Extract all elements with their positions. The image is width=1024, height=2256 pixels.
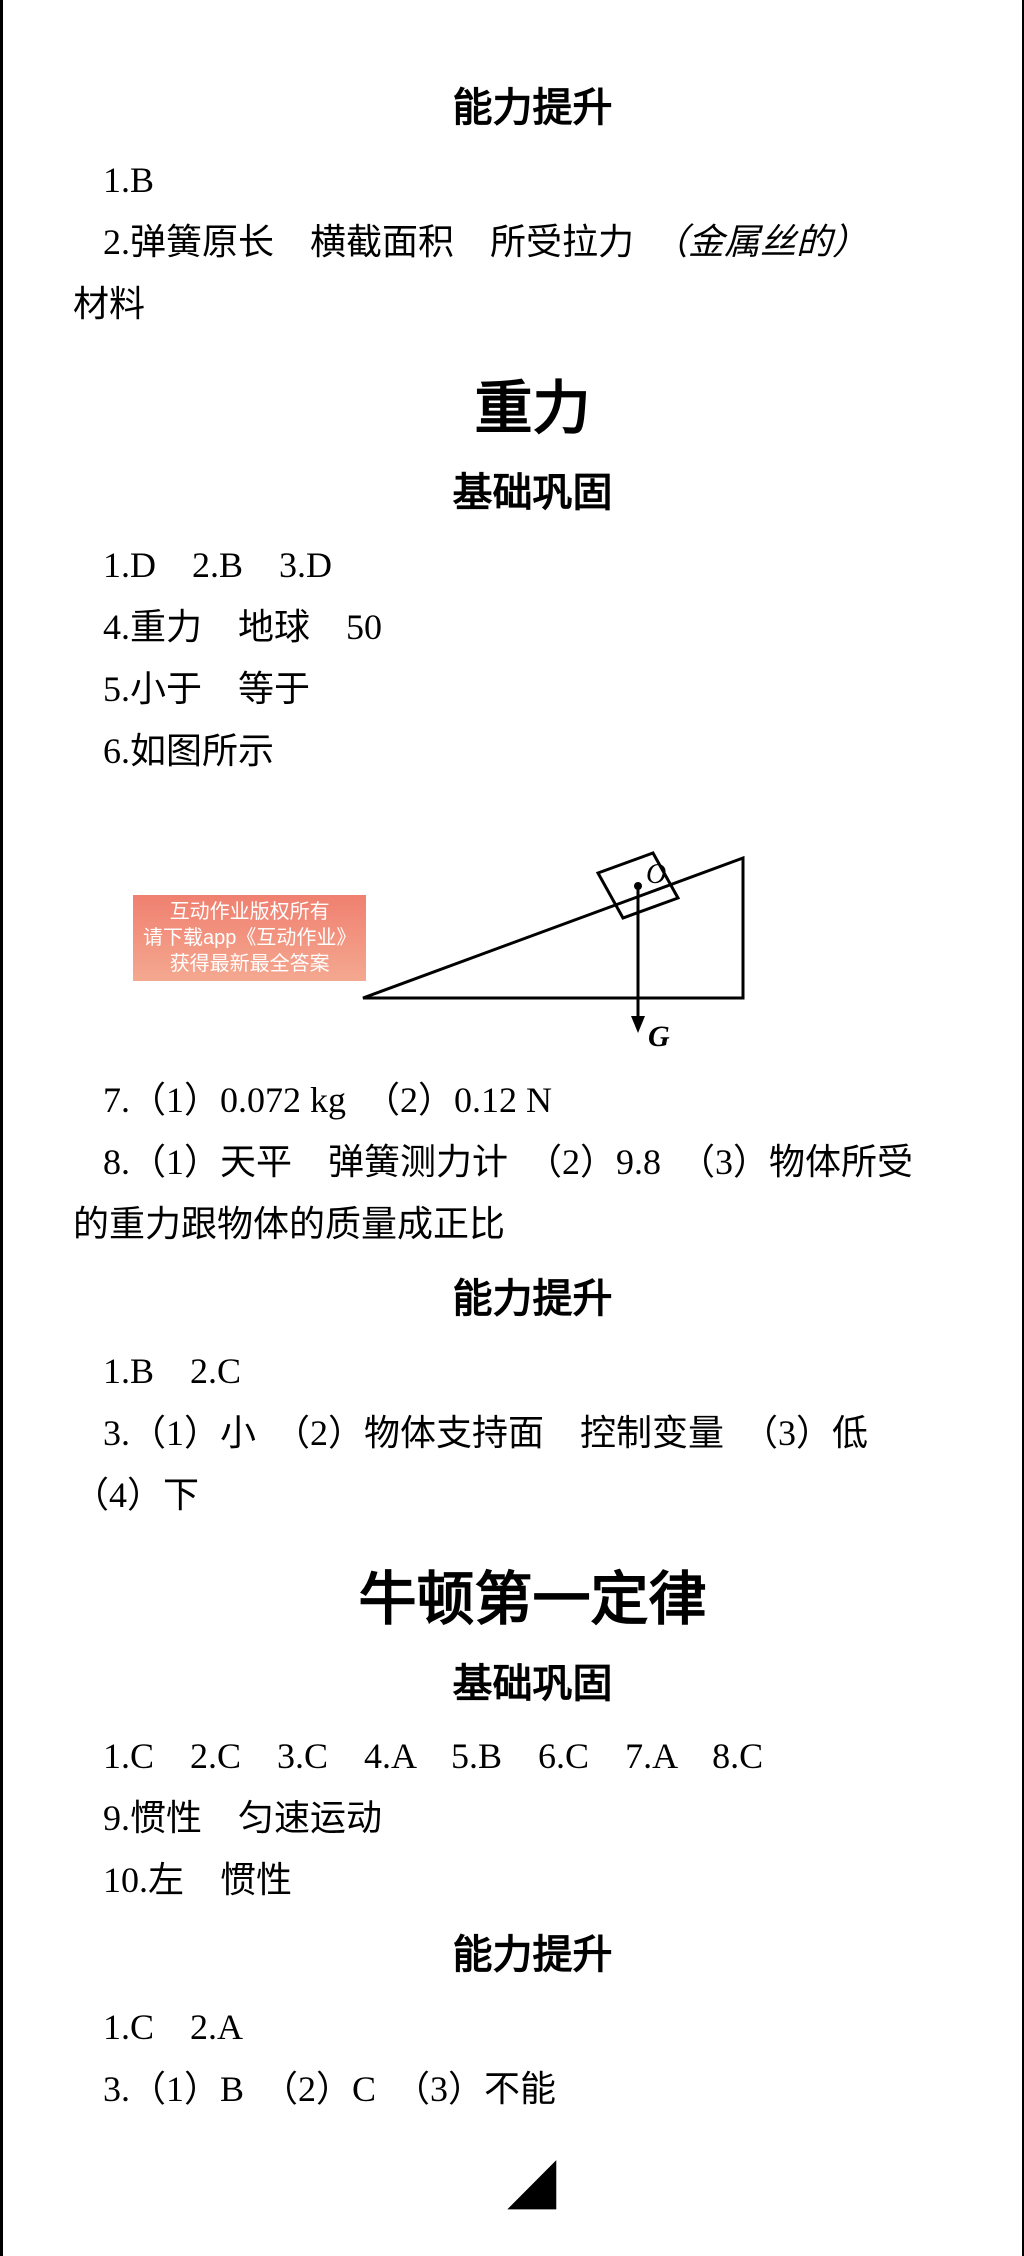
section-title: 重力 — [73, 361, 992, 445]
label-o: O — [646, 859, 666, 890]
watermark-line: 互动作业版权所有 — [143, 899, 356, 925]
gravity-arrow-head — [631, 1016, 645, 1033]
answer-text: 5.小于 等于 — [73, 662, 992, 716]
watermark-line: 获得最新最全答案 — [143, 951, 356, 977]
answer-text: 1.C 2.A — [73, 2000, 992, 2054]
answer-text: 1.D 2.B 3.D — [73, 538, 992, 592]
triangle-incline — [363, 858, 743, 998]
answer-text: 的重力跟物体的质量成正比 — [73, 1197, 992, 1251]
answer-text: 3.（1）小 （2）物体支持面 控制变量 （3）低 — [73, 1406, 992, 1460]
section-subtitle: 能力提升 — [73, 1922, 992, 1980]
answer-text: 10.左 惯性 — [73, 1853, 992, 1907]
section-subtitle: 基础巩固 — [73, 460, 992, 518]
italic-note: （金属丝的） — [670, 222, 868, 262]
document-page: 能力提升 1.B 2.弹簧原长 横截面积 所受拉力 （金属丝的） 材料 重力 基… — [0, 0, 1024, 2256]
answer-text: 7.（1）0.072 kg （2）0.12 N — [73, 1073, 992, 1127]
tail-mark: ◢ — [73, 2146, 992, 2216]
label-g: G — [648, 1020, 670, 1053]
section-subtitle: 基础巩固 — [73, 1651, 992, 1709]
section-subtitle: 能力提升 — [73, 1266, 992, 1324]
text: 2.弹簧原长 横截面积 所受拉力 — [103, 222, 670, 262]
answer-text: 9.惯性 匀速运动 — [73, 1791, 992, 1845]
section-subtitle: 能力提升 — [73, 75, 992, 133]
answer-text: 3.（1）B （2）C （3）不能 — [73, 2062, 992, 2116]
answer-text: 4.重力 地球 50 — [73, 600, 992, 654]
answer-text: 1.B — [73, 153, 992, 207]
answer-text: 8.（1）天平 弹簧测力计 （2）9.8 （3）物体所受 — [73, 1135, 992, 1189]
answer-text: 1.C 2.C 3.C 4.A 5.B 6.C 7.A 8.C — [73, 1729, 992, 1783]
watermark-line: 请下载app《互动作业》 — [143, 925, 356, 951]
answer-text: 2.弹簧原长 横截面积 所受拉力 （金属丝的） — [73, 215, 992, 269]
answer-text: （4）下 — [73, 1468, 992, 1522]
answer-text: 6.如图所示 — [73, 724, 992, 778]
answer-text: 材料 — [73, 277, 992, 331]
answer-text: 1.B 2.C — [73, 1344, 992, 1398]
watermark-badge: 互动作业版权所有 请下载app《互动作业》 获得最新最全答案 — [133, 895, 366, 981]
section-title: 牛顿第一定律 — [73, 1552, 992, 1636]
